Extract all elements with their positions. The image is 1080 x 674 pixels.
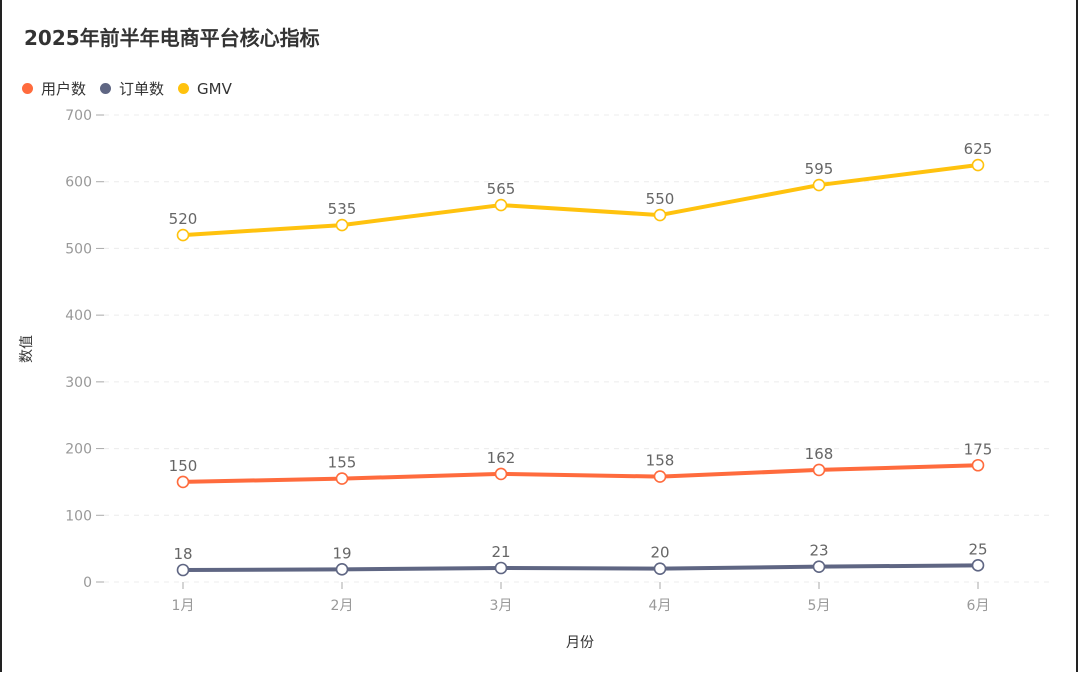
point-users[interactable] (176, 475, 190, 489)
data-label-gmv: 625 (964, 140, 993, 158)
x-tick-label: 2月 (331, 598, 354, 614)
legend-dot-orders (100, 83, 112, 94)
y-tick-label: 400 (65, 308, 92, 324)
point-orders[interactable] (653, 562, 667, 575)
point-users[interactable] (971, 458, 985, 472)
line-gmv (181, 163, 980, 238)
x-tick-label: 3月 (490, 598, 513, 614)
point-users[interactable] (494, 467, 508, 481)
legend-label-users: 用户数 (41, 80, 87, 98)
x-tick-label: 1月 (172, 598, 195, 614)
point-orders[interactable] (494, 561, 508, 575)
legend-label-orders: 订单数 (119, 80, 165, 98)
point-gmv[interactable] (653, 208, 667, 222)
data-label-orders: 21 (491, 543, 510, 561)
data-label-gmv: 595 (805, 160, 834, 178)
point-gmv[interactable] (971, 158, 985, 172)
data-label-users: 158 (646, 452, 675, 470)
y-tick-label: 100 (65, 508, 92, 524)
y-axis-title: 数值 (19, 335, 35, 363)
point-orders[interactable] (971, 559, 985, 572)
point-users[interactable] (653, 470, 667, 483)
data-label-orders: 19 (332, 544, 351, 562)
data-label-orders: 23 (809, 542, 828, 560)
x-tick-label: 5月 (808, 598, 831, 614)
y-tick-label: 0 (83, 575, 92, 591)
y-tick-label: 700 (65, 108, 92, 124)
grid-lines (104, 114, 1050, 583)
axes: 0 100 200 300 400 500 600 700 1月 2月 3月 4月 5月 6月 (65, 108, 989, 614)
x-axis-title: 月份 (566, 635, 594, 651)
legend-label-gmv: GMV (197, 79, 232, 98)
y-tick-label: 500 (65, 241, 92, 257)
chart-legend: 用户数 订单数 GMV (22, 78, 232, 99)
data-label-gmv: 565 (487, 180, 516, 198)
data-label-users: 155 (328, 454, 357, 472)
point-users[interactable] (335, 472, 349, 485)
y-tick-label: 300 (65, 375, 92, 391)
data-label-users: 150 (169, 457, 198, 475)
data-label-gmv: 550 (646, 190, 675, 208)
point-gmv[interactable] (812, 178, 826, 192)
data-label-orders: 20 (650, 544, 669, 562)
x-tick-label: 4月 (649, 598, 672, 614)
data-label-users: 168 (805, 445, 834, 463)
data-label-orders: 25 (968, 540, 987, 558)
legend-item-gmv[interactable]: GMV (178, 80, 232, 98)
data-label-gmv: 535 (328, 200, 357, 218)
legend-dot-gmv (178, 83, 190, 94)
legend-item-users[interactable]: 用户数 (22, 78, 86, 99)
point-gmv[interactable] (176, 228, 190, 242)
data-label-users: 162 (487, 449, 516, 467)
point-orders[interactable] (176, 563, 190, 577)
data-label-orders: 18 (173, 545, 192, 563)
legend-dot-users (22, 83, 33, 94)
y-tick-label: 600 (65, 175, 92, 191)
line-orders (181, 563, 980, 572)
y-tick-label: 200 (65, 442, 92, 458)
data-label-users: 175 (964, 440, 993, 458)
data-label-gmv: 520 (169, 210, 198, 228)
legend-item-orders[interactable]: 订单数 (100, 78, 164, 99)
point-users[interactable] (812, 463, 826, 477)
point-gmv[interactable] (335, 218, 349, 232)
chart-title: 2025年前半年电商平台核心指标 (24, 26, 320, 50)
point-orders[interactable] (812, 560, 826, 573)
x-tick-label: 6月 (967, 598, 990, 614)
line-users (181, 463, 980, 484)
point-orders[interactable] (335, 563, 349, 576)
series-lines: 150 155 162 158 168 175 18 19 21 20 23 25 520 535 565 5… (169, 140, 993, 577)
point-gmv[interactable] (494, 198, 508, 212)
